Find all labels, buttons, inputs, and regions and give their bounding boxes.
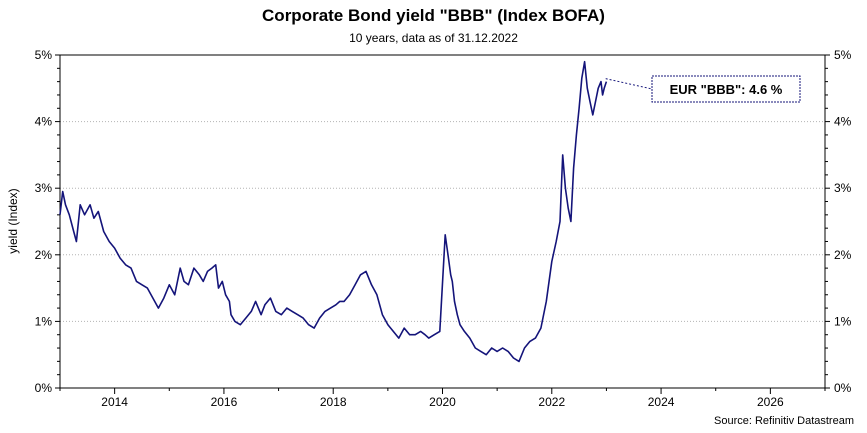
- annotation-connector: [605, 78, 653, 90]
- x-tick-label: 2020: [429, 395, 456, 409]
- ticks-layer: 0% 0% 1% 1% 2% 2% 3% 3% 4% 4% 5% 5% 2014 2016 2018 2020…: [35, 48, 852, 409]
- y-tick-label-left: 1%: [35, 314, 53, 328]
- y-tick-label-left: 5%: [35, 48, 53, 62]
- x-tick-label: 2016: [211, 395, 238, 409]
- annotation-label: EUR "BBB": 4.6 %: [670, 82, 783, 97]
- y-tick-label-left: 3%: [35, 181, 53, 195]
- x-tick-label: 2022: [538, 395, 565, 409]
- y-tick-label-left: 2%: [35, 248, 53, 262]
- y-tick-label-right: 4%: [834, 115, 852, 129]
- y-axis-title: yield (Index): [6, 188, 20, 253]
- y-tick-label-right: 2%: [834, 248, 852, 262]
- y-tick-label-right: 1%: [834, 314, 852, 328]
- y-tick-label-right: 3%: [834, 181, 852, 195]
- chart-subtitle: 10 years, data as of 31.12.2022: [349, 31, 518, 45]
- y-tick-label-left: 0%: [35, 381, 53, 395]
- chart-title: Corporate Bond yield "BBB" (Index BOFA): [262, 6, 605, 25]
- annotation-layer: EUR "BBB": 4.6 %: [605, 75, 801, 103]
- y-tick-label-right: 0%: [834, 381, 852, 395]
- plot-frame: [59, 54, 826, 389]
- y-tick-label-left: 4%: [35, 115, 53, 129]
- source-note: Source: Refinitiv Datastream: [714, 415, 854, 427]
- x-tick-label: 2014: [101, 395, 128, 409]
- series-line: [59, 60, 608, 363]
- annotation-box: [651, 75, 801, 103]
- y-tick-label-right: 5%: [834, 48, 852, 62]
- series-layer: [59, 60, 608, 363]
- x-tick-label: 2018: [320, 395, 347, 409]
- x-tick-label: 2026: [757, 395, 784, 409]
- x-tick-label: 2024: [648, 395, 675, 409]
